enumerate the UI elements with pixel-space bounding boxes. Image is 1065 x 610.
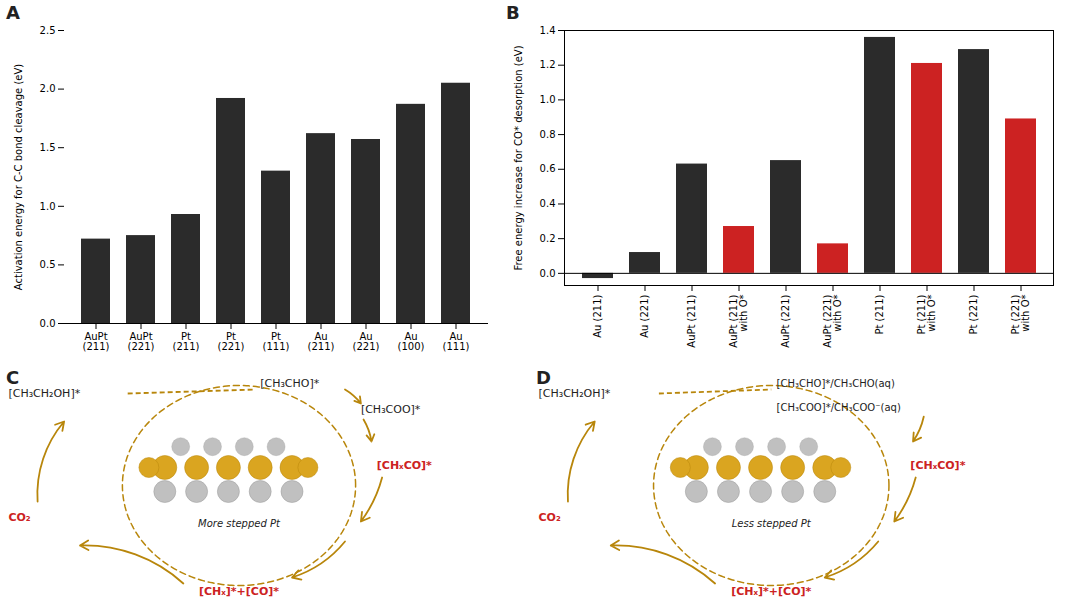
html-text:A: A — [6, 2, 20, 23]
svg-text:Pt (221)with O*: Pt (221)with O* — [1010, 294, 1031, 334]
svg-text:AuPt(221): AuPt(221) — [128, 331, 155, 352]
svg-text:AuPt (221)with O*: AuPt (221)with O* — [822, 294, 843, 347]
svg-text:Au (211): Au (211) — [592, 294, 603, 337]
svg-text:Activation energy for C-C bond: Activation energy for C-C bond cleavage … — [13, 64, 24, 290]
svg-text:CO₂: CO₂ — [8, 511, 30, 524]
svg-text:[CH₃CHO]*/CH₃CHO(aq): [CH₃CHO]*/CH₃CHO(aq) — [777, 378, 895, 389]
svg-text:0.0: 0.0 — [40, 318, 56, 329]
svg-text:0.5: 0.5 — [40, 259, 56, 270]
svg-text:[CH₃CHO]*: [CH₃CHO]* — [260, 377, 320, 390]
svg-text:[CH₃COO]*/CH₃COO⁻(aq): [CH₃COO]*/CH₃COO⁻(aq) — [777, 402, 901, 413]
svg-text:Au (221): Au (221) — [639, 294, 650, 337]
svg-text:Pt(111): Pt(111) — [263, 331, 290, 352]
svg-text:1.5: 1.5 — [40, 142, 56, 153]
svg-text:AuPt(211): AuPt(211) — [83, 331, 110, 352]
svg-text:Pt (211)with O*: Pt (211)with O* — [916, 294, 937, 334]
svg-text:Au(100): Au(100) — [398, 331, 425, 352]
svg-text:2.0: 2.0 — [40, 83, 56, 94]
svg-text:1.4: 1.4 — [540, 25, 556, 36]
svg-text:[CHₓ]*+[CO]*: [CHₓ]*+[CO]* — [199, 585, 279, 598]
svg-text:Less stepped Pt: Less stepped Pt — [732, 518, 812, 529]
svg-text:[CH₃CH₂OH]*: [CH₃CH₂OH]* — [539, 387, 611, 400]
html-text:D: D — [536, 367, 551, 388]
svg-text:1.2: 1.2 — [540, 59, 556, 70]
svg-text:[CHₓCO]*: [CHₓCO]* — [377, 459, 432, 472]
svg-text:0.0: 0.0 — [540, 268, 556, 279]
html-text:C: C — [6, 367, 20, 388]
svg-text:Pt (211): Pt (211) — [874, 294, 885, 334]
html-text:B: B — [506, 2, 520, 23]
svg-text:0.8: 0.8 — [540, 129, 556, 140]
svg-text:Pt(221): Pt(221) — [218, 331, 245, 352]
svg-text:2.5: 2.5 — [40, 25, 56, 36]
svg-text:[CH₃COO]*: [CH₃COO]* — [361, 403, 421, 416]
svg-text:[CH₃CH₂OH]*: [CH₃CH₂OH]* — [8, 387, 80, 400]
svg-text:Pt(211): Pt(211) — [173, 331, 200, 352]
svg-text:AuPt (211): AuPt (211) — [686, 294, 697, 347]
svg-text:1.0: 1.0 — [540, 94, 556, 105]
svg-text:0.4: 0.4 — [540, 198, 556, 209]
svg-text:CO₂: CO₂ — [539, 511, 561, 524]
svg-text:[CHₓ]*+[CO]*: [CHₓ]*+[CO]* — [731, 585, 811, 598]
svg-text:Au(211): Au(211) — [308, 331, 335, 352]
svg-text:Au(221): Au(221) — [353, 331, 380, 352]
svg-text:AuPt (211)with O*: AuPt (211)with O* — [728, 294, 749, 347]
svg-text:Pt (221): Pt (221) — [968, 294, 979, 334]
svg-text:[CHₓCO]*: [CHₓCO]* — [910, 459, 965, 472]
svg-text:Au(111): Au(111) — [443, 331, 470, 352]
svg-text:Free energy increase for CO* d: Free energy increase for CO* desorption … — [513, 45, 524, 270]
svg-text:0.6: 0.6 — [540, 163, 556, 174]
svg-text:0.2: 0.2 — [540, 233, 556, 244]
svg-text:AuPt (221): AuPt (221) — [780, 294, 791, 347]
svg-text:More stepped Pt: More stepped Pt — [198, 518, 281, 529]
svg-text:1.0: 1.0 — [40, 201, 56, 212]
